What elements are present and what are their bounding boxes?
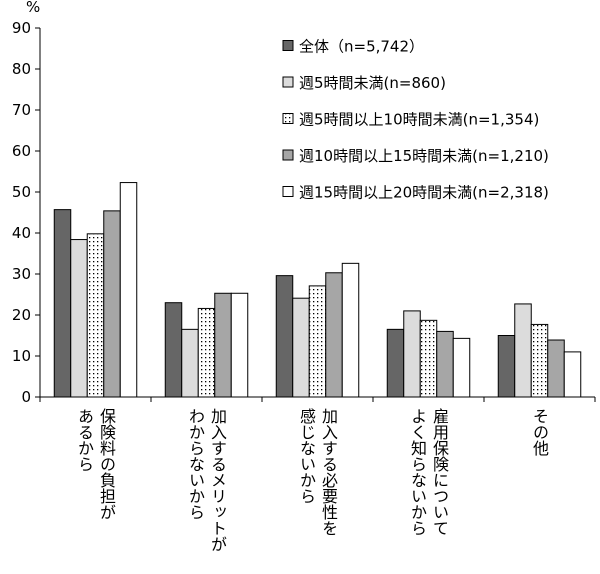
bar (403, 310, 421, 398)
bar (452, 337, 471, 398)
axes: 0 10 20 30 40 50 60 70 80 90 (12, 19, 596, 406)
legend-swatch (282, 40, 294, 51)
bar (563, 351, 582, 398)
category-label: 加入するメリットが (208, 408, 227, 552)
y-tick-label: 30 (12, 265, 31, 283)
bar (275, 275, 294, 398)
category-label: 感じないから (297, 408, 316, 504)
bar (514, 303, 532, 398)
bar (325, 272, 343, 398)
bar (164, 302, 183, 398)
category-label: 保険料の負担が (97, 408, 116, 520)
bar (547, 339, 565, 398)
category-label: 雇用保険について (430, 408, 449, 536)
bar (341, 262, 360, 398)
legend-label: 週15時間以上20時間未満(n=2,318) (299, 184, 549, 202)
y-tick-label: 60 (12, 142, 31, 160)
bar (197, 307, 216, 398)
bar (308, 285, 327, 398)
legend-swatch (282, 186, 294, 197)
y-tick-label: 40 (12, 224, 31, 242)
bar (292, 297, 310, 398)
y-tick-label: 20 (12, 306, 31, 324)
bar (530, 323, 549, 398)
bars (53, 182, 582, 398)
bar (103, 210, 121, 398)
legend-swatch (282, 113, 294, 124)
bar (86, 233, 105, 398)
y-tick-label: 10 (12, 347, 31, 365)
bar (70, 239, 88, 398)
y-tick-label: 50 (12, 183, 31, 201)
legend: 全体（n=5,742） 週5時間未満(n=860) 週5時間以上10時間未満(n=1… (282, 38, 549, 202)
bar (386, 328, 405, 398)
y-tick-label: 90 (12, 19, 31, 37)
bar (119, 182, 138, 398)
y-axis-unit-label: % (26, 0, 40, 16)
category-label: 加入する必要性を (319, 408, 338, 536)
y-tick-label: 0 (21, 388, 31, 406)
bar (497, 335, 516, 398)
bar (53, 209, 72, 398)
legend-swatch (282, 76, 294, 88)
bar (230, 292, 249, 398)
legend-label: 週5時間未満(n=860) (299, 74, 446, 92)
category-label: よく知らないから (408, 408, 427, 536)
y-tick-label: 80 (12, 60, 31, 78)
bar (181, 328, 199, 398)
category-label: わからないから (186, 408, 205, 520)
bar (419, 319, 438, 398)
legend-label: 全体（n=5,742） (299, 38, 424, 56)
legend-label: 週10時間以上15時間未満(n=1,210) (299, 147, 549, 165)
category-label: あるから (75, 408, 94, 472)
category-label: その他 (530, 408, 549, 457)
legend-swatch (282, 149, 294, 161)
bar (436, 330, 454, 398)
y-tick-label: 70 (12, 101, 31, 119)
bar (214, 292, 232, 398)
legend-label: 週5時間以上10時間未満(n=1,354) (299, 111, 539, 129)
